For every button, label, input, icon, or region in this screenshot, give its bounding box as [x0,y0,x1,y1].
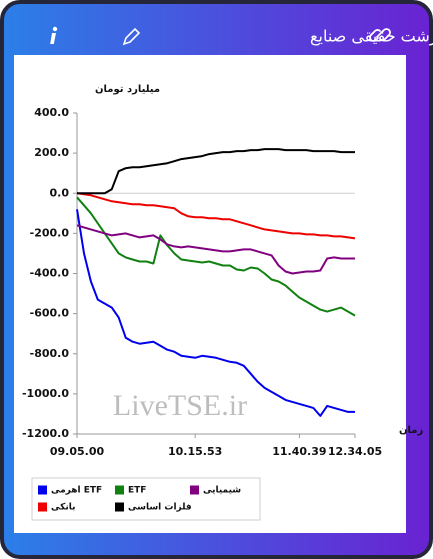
y-tick-label: -400.0 [30,267,70,280]
y-tick-label: -1200.0 [22,427,69,440]
legend-label: فلزات اساسی [128,503,192,513]
legend-box [31,477,261,521]
legend-swatch [115,502,124,512]
series-line [77,148,355,195]
legend-label: ETF اهرمی [51,486,102,496]
legend-label: بانکی [51,503,75,513]
series-line [76,209,355,417]
watermark: LiveTSE.ir [113,389,247,422]
y-tick-label: -800.0 [30,347,70,360]
series-line [76,192,356,240]
x-tick-label: 10.15.53 [168,445,222,458]
legend-swatch [115,485,124,495]
legend-label: شیمیایی [203,486,241,496]
series-line [76,196,356,317]
y-tick-label: 0.0 [50,186,70,199]
link-icon[interactable] [369,28,391,42]
legend-swatch [38,502,47,512]
y-axis-title: میلیارد تومان [95,84,160,95]
legend-swatch [190,485,199,495]
y-tick-label: -600.0 [30,307,70,320]
y-tick-label: -200.0 [30,226,70,239]
y-tick-label: 200.0 [34,146,69,159]
x-tick-label: 12.34.05 [328,445,382,458]
y-tick-label: 400.0 [34,106,69,119]
x-tick-label: 11.40.39 [272,445,326,458]
x-axis-title: زمان [399,425,423,436]
series-line [76,224,355,275]
y-tick-label: -1000.0 [22,387,69,400]
legend-swatch [38,485,47,495]
x-tick-label: 09.05.00 [50,445,105,458]
chart-panel [14,55,406,533]
edit-icon[interactable] [122,27,141,46]
info-icon[interactable] [50,26,58,44]
header-title: پول درشت حقیقی صنایع [310,27,433,47]
legend-label: ETF [128,486,146,496]
